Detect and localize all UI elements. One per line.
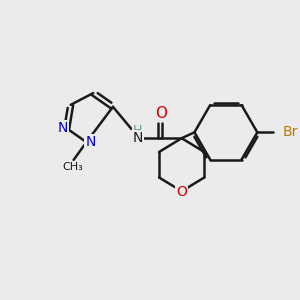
Text: Br: Br: [283, 125, 298, 139]
Text: CH₃: CH₃: [62, 162, 83, 172]
Text: O: O: [155, 106, 167, 121]
Text: O: O: [176, 185, 187, 199]
Text: N: N: [85, 135, 95, 149]
Text: H: H: [133, 124, 142, 137]
Text: N: N: [58, 122, 68, 135]
Text: N: N: [132, 131, 143, 145]
